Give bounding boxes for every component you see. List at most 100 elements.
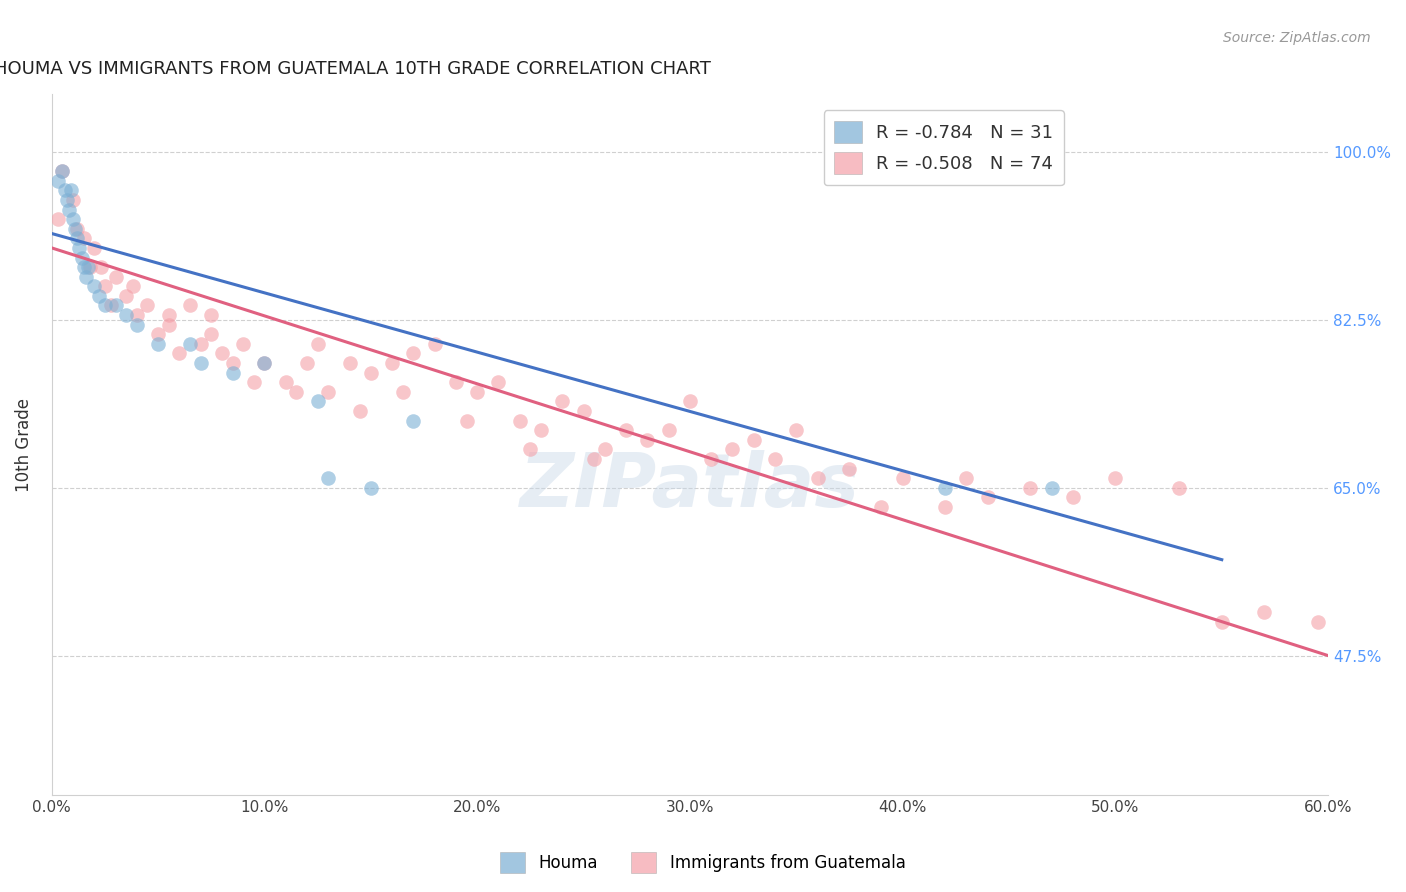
Point: [700, 452, 723, 467]
Point: [360, 481, 382, 495]
Point: [934, 500, 956, 514]
Point: [146, 336, 169, 351]
Point: [125, 318, 148, 332]
Point: [121, 279, 143, 293]
Point: [66, 231, 89, 245]
Text: HOUMA VS IMMIGRANTS FROM GUATEMALA 10TH GRADE CORRELATION CHART: HOUMA VS IMMIGRANTS FROM GUATEMALA 10TH …: [0, 60, 711, 78]
Point: [934, 481, 956, 495]
Point: [51, 164, 73, 178]
Point: [66, 221, 89, 235]
Point: [73, 231, 96, 245]
Point: [179, 298, 201, 312]
Legend: Houma, Immigrants from Guatemala: Houma, Immigrants from Guatemala: [494, 846, 912, 880]
Point: [58, 202, 80, 217]
Point: [806, 471, 828, 485]
Point: [870, 500, 893, 514]
Point: [1306, 615, 1329, 629]
Point: [73, 260, 96, 274]
Legend: R = -0.784   N = 31, R = -0.508   N = 74: R = -0.784 N = 31, R = -0.508 N = 74: [824, 111, 1064, 186]
Point: [83, 241, 105, 255]
Point: [115, 308, 138, 322]
Point: [593, 442, 616, 457]
Point: [46, 212, 69, 227]
Point: [679, 394, 702, 409]
Point: [87, 289, 110, 303]
Point: [785, 423, 807, 437]
Point: [583, 452, 606, 467]
Point: [79, 260, 101, 274]
Point: [179, 336, 201, 351]
Point: [402, 414, 425, 428]
Point: [157, 318, 180, 332]
Point: [190, 356, 212, 370]
Point: [402, 346, 425, 360]
Point: [59, 183, 82, 197]
Point: [316, 471, 339, 485]
Point: [285, 384, 308, 399]
Point: [838, 461, 860, 475]
Point: [243, 375, 266, 389]
Point: [360, 366, 382, 380]
Point: [955, 471, 977, 485]
Point: [891, 471, 914, 485]
Point: [307, 336, 329, 351]
Point: [465, 384, 488, 399]
Point: [90, 260, 112, 274]
Point: [136, 298, 159, 312]
Point: [55, 193, 77, 207]
Point: [977, 491, 1000, 505]
Point: [444, 375, 467, 389]
Point: [1040, 481, 1063, 495]
Point: [1168, 481, 1191, 495]
Point: [349, 404, 371, 418]
Point: [509, 414, 531, 428]
Point: [94, 298, 117, 312]
Point: [339, 356, 361, 370]
Point: [253, 356, 276, 370]
Point: [169, 346, 191, 360]
Point: [381, 356, 404, 370]
Point: [200, 327, 222, 342]
Point: [63, 221, 86, 235]
Point: [1211, 615, 1233, 629]
Point: [53, 183, 76, 197]
Point: [211, 346, 233, 360]
Point: [70, 251, 93, 265]
Point: [391, 384, 413, 399]
Point: [572, 404, 595, 418]
Point: [614, 423, 637, 437]
Point: [67, 241, 90, 255]
Point: [721, 442, 744, 457]
Point: [77, 260, 100, 274]
Point: [104, 269, 127, 284]
Point: [62, 193, 84, 207]
Point: [488, 375, 510, 389]
Point: [307, 394, 329, 409]
Point: [636, 433, 658, 447]
Point: [115, 289, 138, 303]
Point: [253, 356, 276, 370]
Point: [519, 442, 541, 457]
Point: [221, 366, 243, 380]
Point: [190, 336, 212, 351]
Point: [1104, 471, 1126, 485]
Point: [1019, 481, 1042, 495]
Point: [100, 298, 122, 312]
Point: [232, 336, 254, 351]
Point: [456, 414, 478, 428]
Point: [423, 336, 446, 351]
Point: [83, 279, 105, 293]
Text: Source: ZipAtlas.com: Source: ZipAtlas.com: [1223, 31, 1371, 45]
Y-axis label: 10th Grade: 10th Grade: [15, 398, 32, 491]
Point: [316, 384, 339, 399]
Point: [104, 298, 127, 312]
Point: [62, 212, 84, 227]
Point: [200, 308, 222, 322]
Point: [1253, 606, 1275, 620]
Point: [221, 356, 243, 370]
Point: [551, 394, 574, 409]
Point: [157, 308, 180, 322]
Point: [295, 356, 318, 370]
Point: [1062, 491, 1084, 505]
Point: [763, 452, 786, 467]
